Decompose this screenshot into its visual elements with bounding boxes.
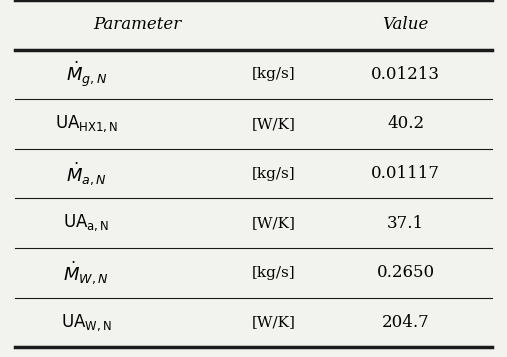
Text: 0.01117: 0.01117 (371, 165, 440, 182)
Text: 37.1: 37.1 (387, 215, 424, 232)
Text: $\dot{M}_{W,N}$: $\dot{M}_{W,N}$ (63, 259, 109, 286)
Text: $\mathrm{UA}_{\mathrm{W,N}}$: $\mathrm{UA}_{\mathrm{W,N}}$ (61, 312, 112, 333)
Text: $\mathrm{UA}_{\mathrm{a,N}}$: $\mathrm{UA}_{\mathrm{a,N}}$ (63, 213, 110, 233)
Text: 0.2650: 0.2650 (377, 264, 434, 281)
Text: 204.7: 204.7 (382, 314, 429, 331)
Text: $\dot{M}_{g,N}$: $\dot{M}_{g,N}$ (65, 60, 107, 89)
Text: [W/K]: [W/K] (252, 216, 296, 230)
Text: Parameter: Parameter (93, 16, 181, 33)
Text: Value: Value (382, 16, 429, 33)
Text: [kg/s]: [kg/s] (252, 266, 296, 280)
Text: [W/K]: [W/K] (252, 315, 296, 329)
Text: $\mathrm{UA}_{\mathrm{HX1,N}}$: $\mathrm{UA}_{\mathrm{HX1,N}}$ (55, 114, 118, 134)
Text: 40.2: 40.2 (387, 115, 424, 132)
Text: [kg/s]: [kg/s] (252, 167, 296, 181)
Text: [kg/s]: [kg/s] (252, 67, 296, 81)
Text: 0.01213: 0.01213 (371, 66, 440, 83)
Text: [W/K]: [W/K] (252, 117, 296, 131)
Text: $\dot{M}_{a,N}$: $\dot{M}_{a,N}$ (66, 160, 106, 187)
